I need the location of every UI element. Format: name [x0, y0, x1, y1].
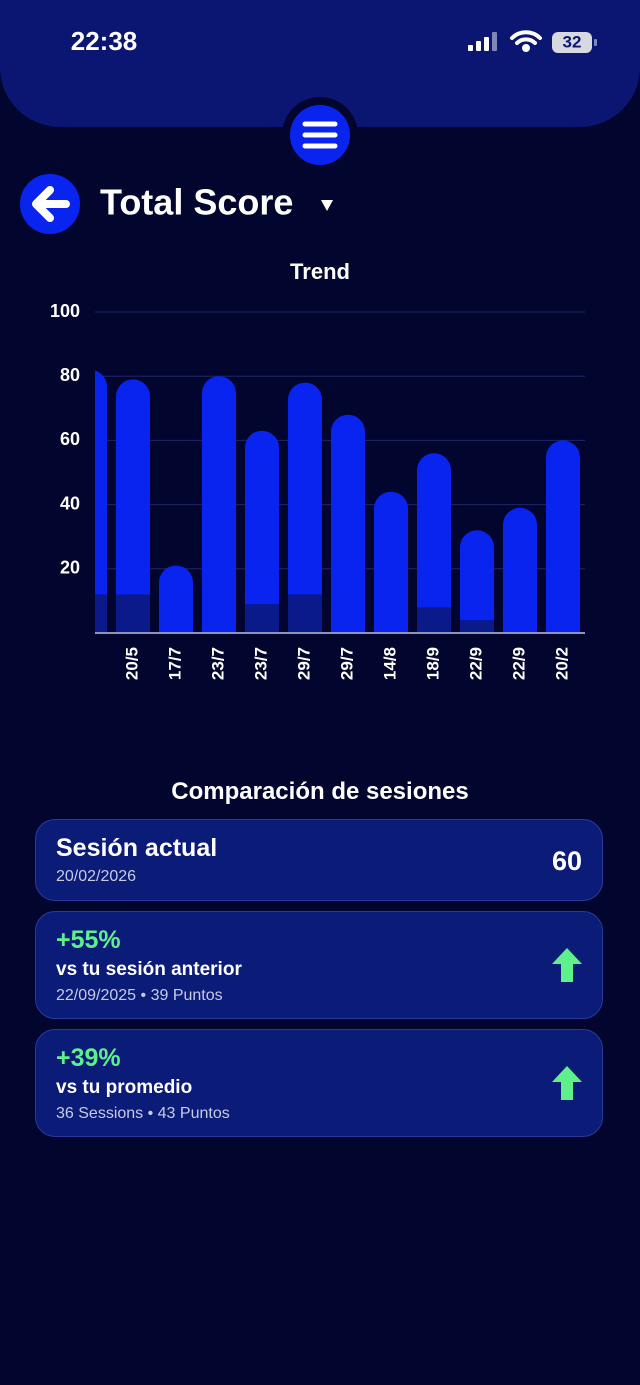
x-tick-label: 20/5	[122, 647, 141, 680]
bar-segment	[417, 607, 451, 633]
top-bar: 22:38 32 Total Score	[0, 0, 640, 234]
y-tick-label: 20	[60, 558, 80, 578]
card-change: +39%	[56, 1044, 121, 1072]
x-tick-label: 18/9	[423, 647, 442, 680]
x-tick-label: 22/9	[509, 647, 528, 680]
bar	[374, 491, 408, 633]
bar	[95, 370, 107, 633]
bar-segment	[95, 594, 107, 633]
previous-session-card: +55% vs tu sesión anterior 22/09/2025 • …	[35, 911, 603, 1019]
bar	[460, 530, 494, 633]
x-tick-label: 23/7	[251, 647, 270, 680]
bar	[202, 376, 236, 633]
x-tick-label: 14/8	[380, 647, 399, 680]
bar	[417, 453, 451, 633]
card-meta: 36 Sessions • 43 Puntos	[56, 1105, 230, 1122]
current-session-card: Sesión actual 20/02/2026 60	[35, 819, 603, 901]
y-tick-label: 40	[60, 493, 80, 513]
y-tick-label: 80	[60, 365, 80, 385]
x-tick-label: 22/9	[466, 647, 485, 680]
x-tick-label: 29/7	[337, 647, 356, 680]
page-title[interactable]: Total Score	[100, 182, 293, 223]
bar	[288, 382, 322, 633]
card-meta: 22/09/2025 • 39 Puntos	[56, 987, 223, 1004]
card-change: +55%	[56, 926, 121, 954]
plot	[95, 370, 580, 633]
card-label: vs tu promedio	[56, 1077, 193, 1098]
y-tick-label: 60	[60, 429, 80, 449]
bar	[245, 430, 279, 633]
up-arrow	[552, 948, 582, 982]
card-label: vs tu sesión anterior	[56, 959, 242, 980]
x-tick-label: 23/7	[208, 647, 227, 680]
battery-icon	[552, 32, 592, 53]
card-score: 60	[551, 846, 582, 876]
bar	[546, 440, 580, 633]
battery-tip	[594, 39, 597, 46]
chart: Trend 20 40 60 80 100 20/5 17/7 23/7 23/7 29/7 29/…	[50, 259, 585, 680]
back-button[interactable]	[20, 174, 80, 234]
x-tick-label: 20/2	[552, 647, 571, 680]
bar	[159, 565, 193, 633]
x-tick-label: 17/7	[165, 647, 184, 680]
wifi-icon	[510, 30, 542, 52]
bar	[116, 379, 150, 633]
y-tick-label: 100	[50, 301, 80, 321]
bar-segment	[116, 594, 150, 633]
card-date: 20/02/2026	[56, 868, 137, 885]
dropdown-caret[interactable]	[321, 200, 333, 211]
signal-icon	[468, 32, 497, 51]
section-title: Comparación de sesiones	[171, 778, 469, 805]
bar-segment	[460, 620, 494, 633]
header-bg	[0, 0, 640, 127]
x-tick-label: 29/7	[294, 647, 313, 680]
up-arrow	[552, 1066, 582, 1100]
bar	[503, 507, 537, 633]
card-label: Sesión actual	[56, 834, 218, 862]
status-time: 22:38	[71, 26, 138, 56]
bar-segment	[288, 594, 322, 633]
chart-title: Trend	[290, 259, 350, 284]
bar	[331, 414, 365, 633]
battery-level: 32	[563, 32, 582, 51]
average-card: +39% vs tu promedio 36 Sessions • 43 Pun…	[35, 1029, 603, 1137]
menu-button[interactable]	[290, 105, 350, 165]
bar-segment	[245, 604, 279, 633]
